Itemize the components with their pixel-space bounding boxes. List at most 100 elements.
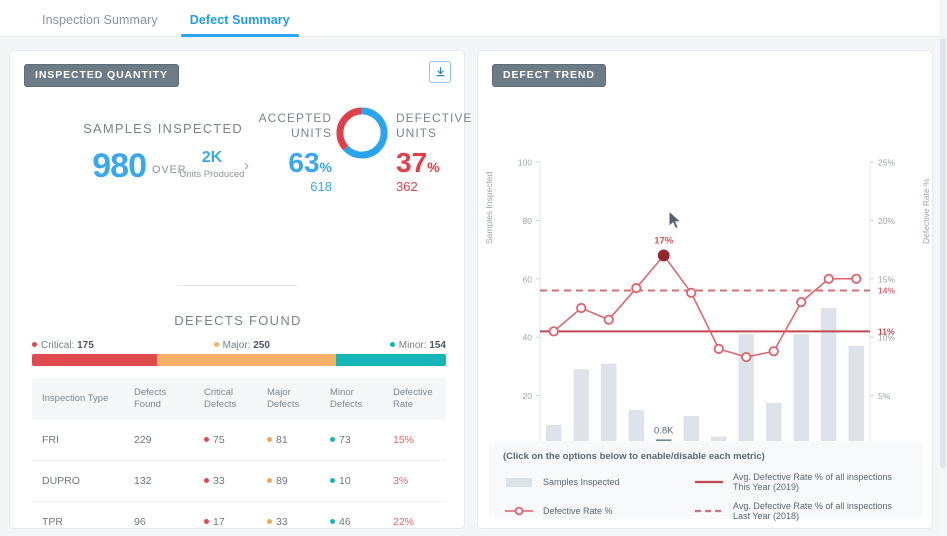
cell-minor-value: 73 — [339, 434, 351, 446]
stackbar-segment-critical[interactable] — [32, 354, 158, 366]
y-axis-tick: 80 — [523, 216, 533, 226]
table-row[interactable]: TPR 96 17 33 46 22% — [32, 502, 446, 536]
download-button[interactable] — [429, 61, 451, 83]
chart-line-point[interactable] — [576, 302, 587, 314]
legend-avg-this-year-label: Avg. Defective Rate % of all inspections… — [733, 472, 892, 492]
samples-inspected-value: 980 — [92, 147, 147, 185]
chart-bar[interactable] — [738, 334, 754, 454]
accepted-units-count: 618 — [310, 179, 332, 194]
chart-y-axis-label: Samples Inspected — [484, 171, 494, 244]
cell-minor-value: 10 — [339, 475, 351, 487]
chart-line-point[interactable] — [603, 314, 614, 325]
cell-major: 33 — [257, 516, 320, 528]
chart-bar[interactable] — [793, 334, 809, 454]
chart-line-point[interactable] — [548, 326, 559, 337]
legend-defective-rate[interactable]: Defective Rate % — [503, 501, 693, 521]
y2-axis-tick: 10% — [878, 333, 895, 343]
critical-dot-icon — [32, 342, 37, 347]
cell-major-value: 89 — [276, 475, 288, 487]
legend-avg-last-year-label: Avg. Defective Rate % of all inspections… — [733, 501, 892, 521]
major-dot-icon — [267, 437, 272, 442]
legend-major[interactable]: Major: 250 — [213, 340, 270, 351]
cell-major: 81 — [257, 434, 320, 446]
accepted-pct-number: 63 — [288, 147, 320, 178]
chart-plot-area: 0204060801000%5%10%15%20%25%0.8K11%14%17… — [518, 158, 896, 471]
y2-axis-tick: 20% — [878, 216, 895, 226]
tab-inspection-summary[interactable]: Inspection Summary — [42, 13, 158, 27]
chart-bar[interactable] — [573, 369, 589, 454]
legend-avg-this-year[interactable]: Avg. Defective Rate % of all inspections… — [693, 472, 909, 492]
y-axis-tick: 60 — [523, 274, 533, 284]
chart-line-point[interactable] — [657, 249, 670, 262]
chart-line-point[interactable] — [768, 346, 779, 357]
chart-legend-panel: (Click on the options below to enable/di… — [489, 441, 923, 521]
cell-minor-value: 46 — [339, 516, 351, 528]
cell-critical: 17 — [194, 516, 257, 528]
chart-legend-items: Samples Inspected Avg. Defective Rate % … — [503, 472, 909, 521]
stackbar-segment-major[interactable] — [157, 354, 336, 366]
chart-line-point[interactable] — [631, 283, 642, 294]
legend-minor[interactable]: Minor: 154 — [389, 340, 446, 351]
units-produced-label: Units Produced — [179, 169, 245, 180]
inspection-type-table: Inspection Type Defects Found Critical D… — [32, 378, 446, 536]
table-header-row: Inspection Type Defects Found Critical D… — [32, 378, 446, 420]
cell-defects-found: 132 — [134, 475, 152, 487]
cell-minor: 46 — [320, 516, 383, 528]
inspected-quantity-card: INSPECTED QUANTITY SAMPLES INSPECTED 980… — [9, 50, 471, 529]
major-dot-icon — [267, 519, 272, 524]
major-dot-icon — [267, 478, 272, 483]
cell-critical-value: 17 — [213, 516, 225, 528]
legend-samples-inspected[interactable]: Samples Inspected — [503, 472, 693, 492]
cell-major-value: 81 — [276, 434, 288, 446]
chart-y2-axis-label: Defective Rate % — [921, 178, 931, 244]
cell-minor: 73 — [320, 434, 383, 446]
samples-inspected-label: SAMPLES INSPECTED — [83, 121, 243, 136]
chart-bar[interactable] — [821, 308, 837, 454]
legend-critical[interactable]: Critical: 175 — [32, 340, 94, 351]
chart-bar[interactable] — [848, 345, 864, 454]
cell-critical-value: 33 — [213, 475, 225, 487]
legend-major-value: 250 — [253, 340, 270, 351]
page-scrollbar[interactable] — [939, 0, 947, 536]
chart-point-value-label: 17% — [654, 235, 674, 246]
defects-stacked-bar — [32, 354, 446, 366]
legend-samples-inspected-label: Samples Inspected — [543, 477, 620, 487]
accepted-units-label: ACCEPTED UNITS — [258, 111, 332, 140]
legend-major-label: Major: — [222, 340, 251, 351]
inspected-quantity-badge: INSPECTED QUANTITY — [24, 64, 179, 87]
cell-rate: 22% — [393, 516, 415, 528]
chart-line-point[interactable] — [796, 297, 807, 308]
critical-dot-icon — [204, 519, 209, 524]
cell-rate: 3% — [393, 475, 409, 487]
chart-reference-label: 11% — [878, 326, 895, 336]
y2-axis-tick: 25% — [878, 158, 895, 168]
defective-units-label: DEFECTIVE UNITS — [396, 111, 473, 140]
chart-legend-hint: (Click on the options below to enable/di… — [503, 451, 765, 462]
cell-minor: 10 — [320, 475, 383, 487]
cell-rate: 15% — [393, 434, 415, 446]
tab-defect-summary[interactable]: Defect Summary — [174, 13, 306, 37]
solid-line-swatch-icon — [693, 478, 725, 486]
chart-line-point[interactable] — [686, 287, 697, 298]
page-body: INSPECTED QUANTITY SAMPLES INSPECTED 980… — [0, 37, 947, 536]
chart-line-point[interactable] — [713, 343, 724, 354]
cell-major: 89 — [257, 475, 320, 487]
col-major-defects: Major Defects — [267, 387, 300, 410]
table-row[interactable]: DUPRO 132 33 89 10 3% — [32, 461, 446, 502]
chart-bar[interactable] — [601, 363, 617, 454]
dashed-line-swatch-icon — [693, 507, 725, 515]
defective-units-percent: 37% — [396, 147, 486, 179]
page-scrollbar-thumb[interactable] — [940, 38, 946, 468]
y2-axis-tick: 15% — [878, 274, 895, 284]
y2-axis-tick: 5% — [878, 391, 891, 401]
col-minor-defects: Minor Defects — [330, 387, 363, 410]
y-axis-tick: 40 — [523, 333, 533, 343]
chart-line-point[interactable] — [851, 273, 862, 284]
chart-line-point[interactable] — [741, 351, 752, 363]
legend-avg-last-year[interactable]: Avg. Defective Rate % of all inspections… — [693, 501, 909, 521]
kpi-block: SAMPLES INSPECTED 980 OVER 2K Units Prod… — [10, 99, 471, 229]
bar-swatch-icon — [503, 477, 535, 487]
chart-line-point[interactable] — [823, 273, 834, 284]
stackbar-segment-minor[interactable] — [335, 354, 446, 366]
table-row[interactable]: FRI 229 75 81 73 15% — [32, 420, 446, 461]
